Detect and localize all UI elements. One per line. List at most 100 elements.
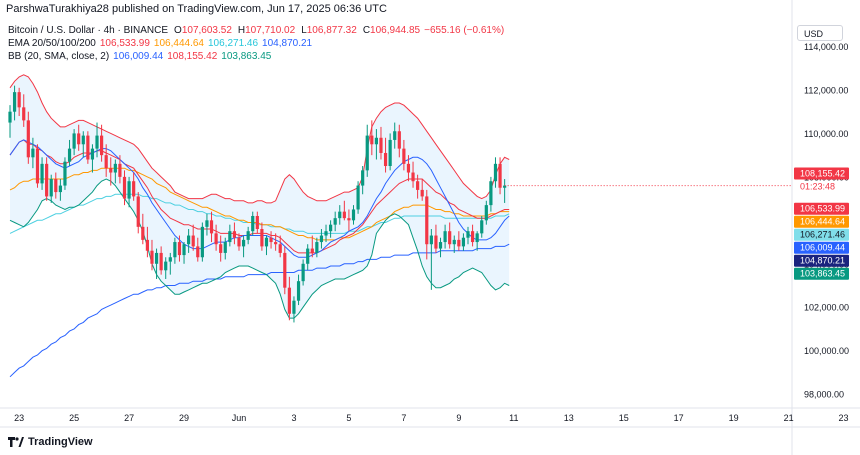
candle-body (470, 231, 475, 243)
ohlc-high: 107,710.02 (245, 25, 296, 36)
candle-body (448, 231, 452, 245)
ohlc-close-key: C (362, 25, 371, 36)
ema200-value: 104,870.21 (262, 38, 313, 49)
candle-body (54, 179, 58, 193)
candle-body (319, 235, 324, 243)
candle-body (333, 218, 337, 225)
y-tick-label: 100,000.00 (804, 346, 849, 356)
candle-body (177, 242, 182, 256)
candle-body (26, 120, 30, 158)
candle-body (95, 135, 99, 149)
candle-body (443, 231, 447, 243)
price-axis-label-text: 01:23:48 (800, 181, 835, 191)
candle-body (457, 239, 461, 247)
price-axis-label (794, 202, 849, 215)
x-tick-label: 5 (346, 413, 351, 423)
candle-body (90, 148, 95, 160)
candles (8, 85, 507, 323)
candle-body (306, 248, 310, 264)
candle-body (40, 163, 44, 184)
candle-body (22, 107, 26, 121)
candle-body (154, 252, 159, 264)
candle-body (406, 163, 411, 173)
candle-body (351, 209, 356, 221)
candle-body (164, 261, 168, 271)
bb-upper-value: 108,155.42 (167, 51, 218, 62)
candle-body (45, 163, 49, 197)
candle-body (388, 139, 392, 167)
ohlc-high-key: H (237, 25, 246, 36)
tradingview-logo[interactable]: TradingView (8, 436, 93, 448)
candle-body (67, 148, 72, 162)
candle-body (315, 242, 319, 253)
candle-body (498, 163, 502, 188)
ohlc-low-key: L (301, 25, 307, 36)
candle-body (219, 244, 223, 253)
candle-body (255, 215, 259, 230)
price-axis-label-text: 106,009.44 (800, 243, 845, 253)
price-axis-label (794, 267, 849, 280)
candle-body (292, 300, 296, 314)
candle-body (81, 135, 85, 145)
price-axis-label (794, 254, 849, 267)
ema-row[interactable]: EMA 20/50/100/200 106,533.99 106,444.64 … (8, 37, 504, 50)
ohlc-open: 107,603.52 (181, 25, 232, 36)
candle-body (145, 239, 149, 251)
y-tick-label: 112,000.00 (804, 85, 848, 95)
x-tick-label: 27 (124, 413, 134, 423)
candle-body (35, 148, 40, 184)
price-axis-label-text: 104,870.21 (800, 256, 845, 266)
candle-body (122, 176, 127, 199)
candle-body (503, 185, 507, 188)
candle-body (127, 181, 131, 199)
price-axis-label-text: 106,533.99 (800, 204, 845, 214)
x-tick-label: 23 (14, 413, 24, 423)
y-tick-label: 110,000.00 (804, 129, 848, 139)
candle-body (173, 242, 177, 258)
price-axis-label (794, 215, 849, 228)
candle-body (493, 163, 498, 182)
bb-upper-line (9, 74, 510, 204)
ema20-value: 106,533.99 (99, 38, 150, 49)
bb-row[interactable]: BB (20, SMA, close, 2) 106,009.44 108,15… (8, 50, 504, 63)
x-tick-label: 3 (291, 413, 296, 423)
x-tick-label: 29 (179, 413, 189, 423)
candle-body (411, 172, 415, 182)
chart-legend: Bitcoin / U.S. Dollar · 4h · BINANCE O 10… (8, 24, 504, 63)
candle-body (118, 163, 122, 177)
candle-body (86, 135, 90, 160)
y-tick-label: 114,000.00 (804, 42, 848, 52)
bb-basis-value: 106,009.44 (113, 51, 164, 62)
candle-body (31, 148, 35, 158)
symbol-row[interactable]: Bitcoin / U.S. Dollar · 4h · BINANCE O 10… (8, 24, 504, 37)
candle-body (200, 226, 204, 258)
bb-lower-value: 103,863.45 (221, 51, 272, 62)
brand-label: TradingView (28, 436, 93, 448)
candle-body (365, 135, 369, 171)
candle-body (397, 131, 401, 149)
candle-body (361, 170, 365, 186)
candle-body (379, 137, 383, 153)
ohlc-close: 106,944.85 (370, 25, 421, 36)
candle-body (141, 226, 145, 240)
price-axis-label-text: 106,271.46 (800, 230, 845, 240)
candle-body (17, 92, 21, 108)
candle-body (347, 218, 351, 221)
bb-label: BB (20, SMA, close, 2) (8, 51, 110, 62)
symbol-label: Bitcoin / U.S. Dollar · 4h · BINANCE (8, 25, 169, 36)
x-tick-label: 7 (401, 413, 406, 423)
candle-body (109, 168, 113, 173)
candle-body (100, 135, 104, 156)
candle-body (425, 196, 429, 245)
candle-body (246, 231, 250, 240)
candle-body (466, 231, 470, 238)
candle-body (416, 181, 420, 190)
currency-button[interactable]: USD (797, 25, 843, 41)
ema100-value: 106,271.46 (207, 38, 259, 49)
ohlc-change: −655.16 (−0.61%) (424, 25, 505, 36)
candle-body (475, 233, 479, 243)
candle-body (49, 179, 53, 197)
candle-body (283, 252, 287, 288)
price-axis-label (794, 228, 849, 241)
